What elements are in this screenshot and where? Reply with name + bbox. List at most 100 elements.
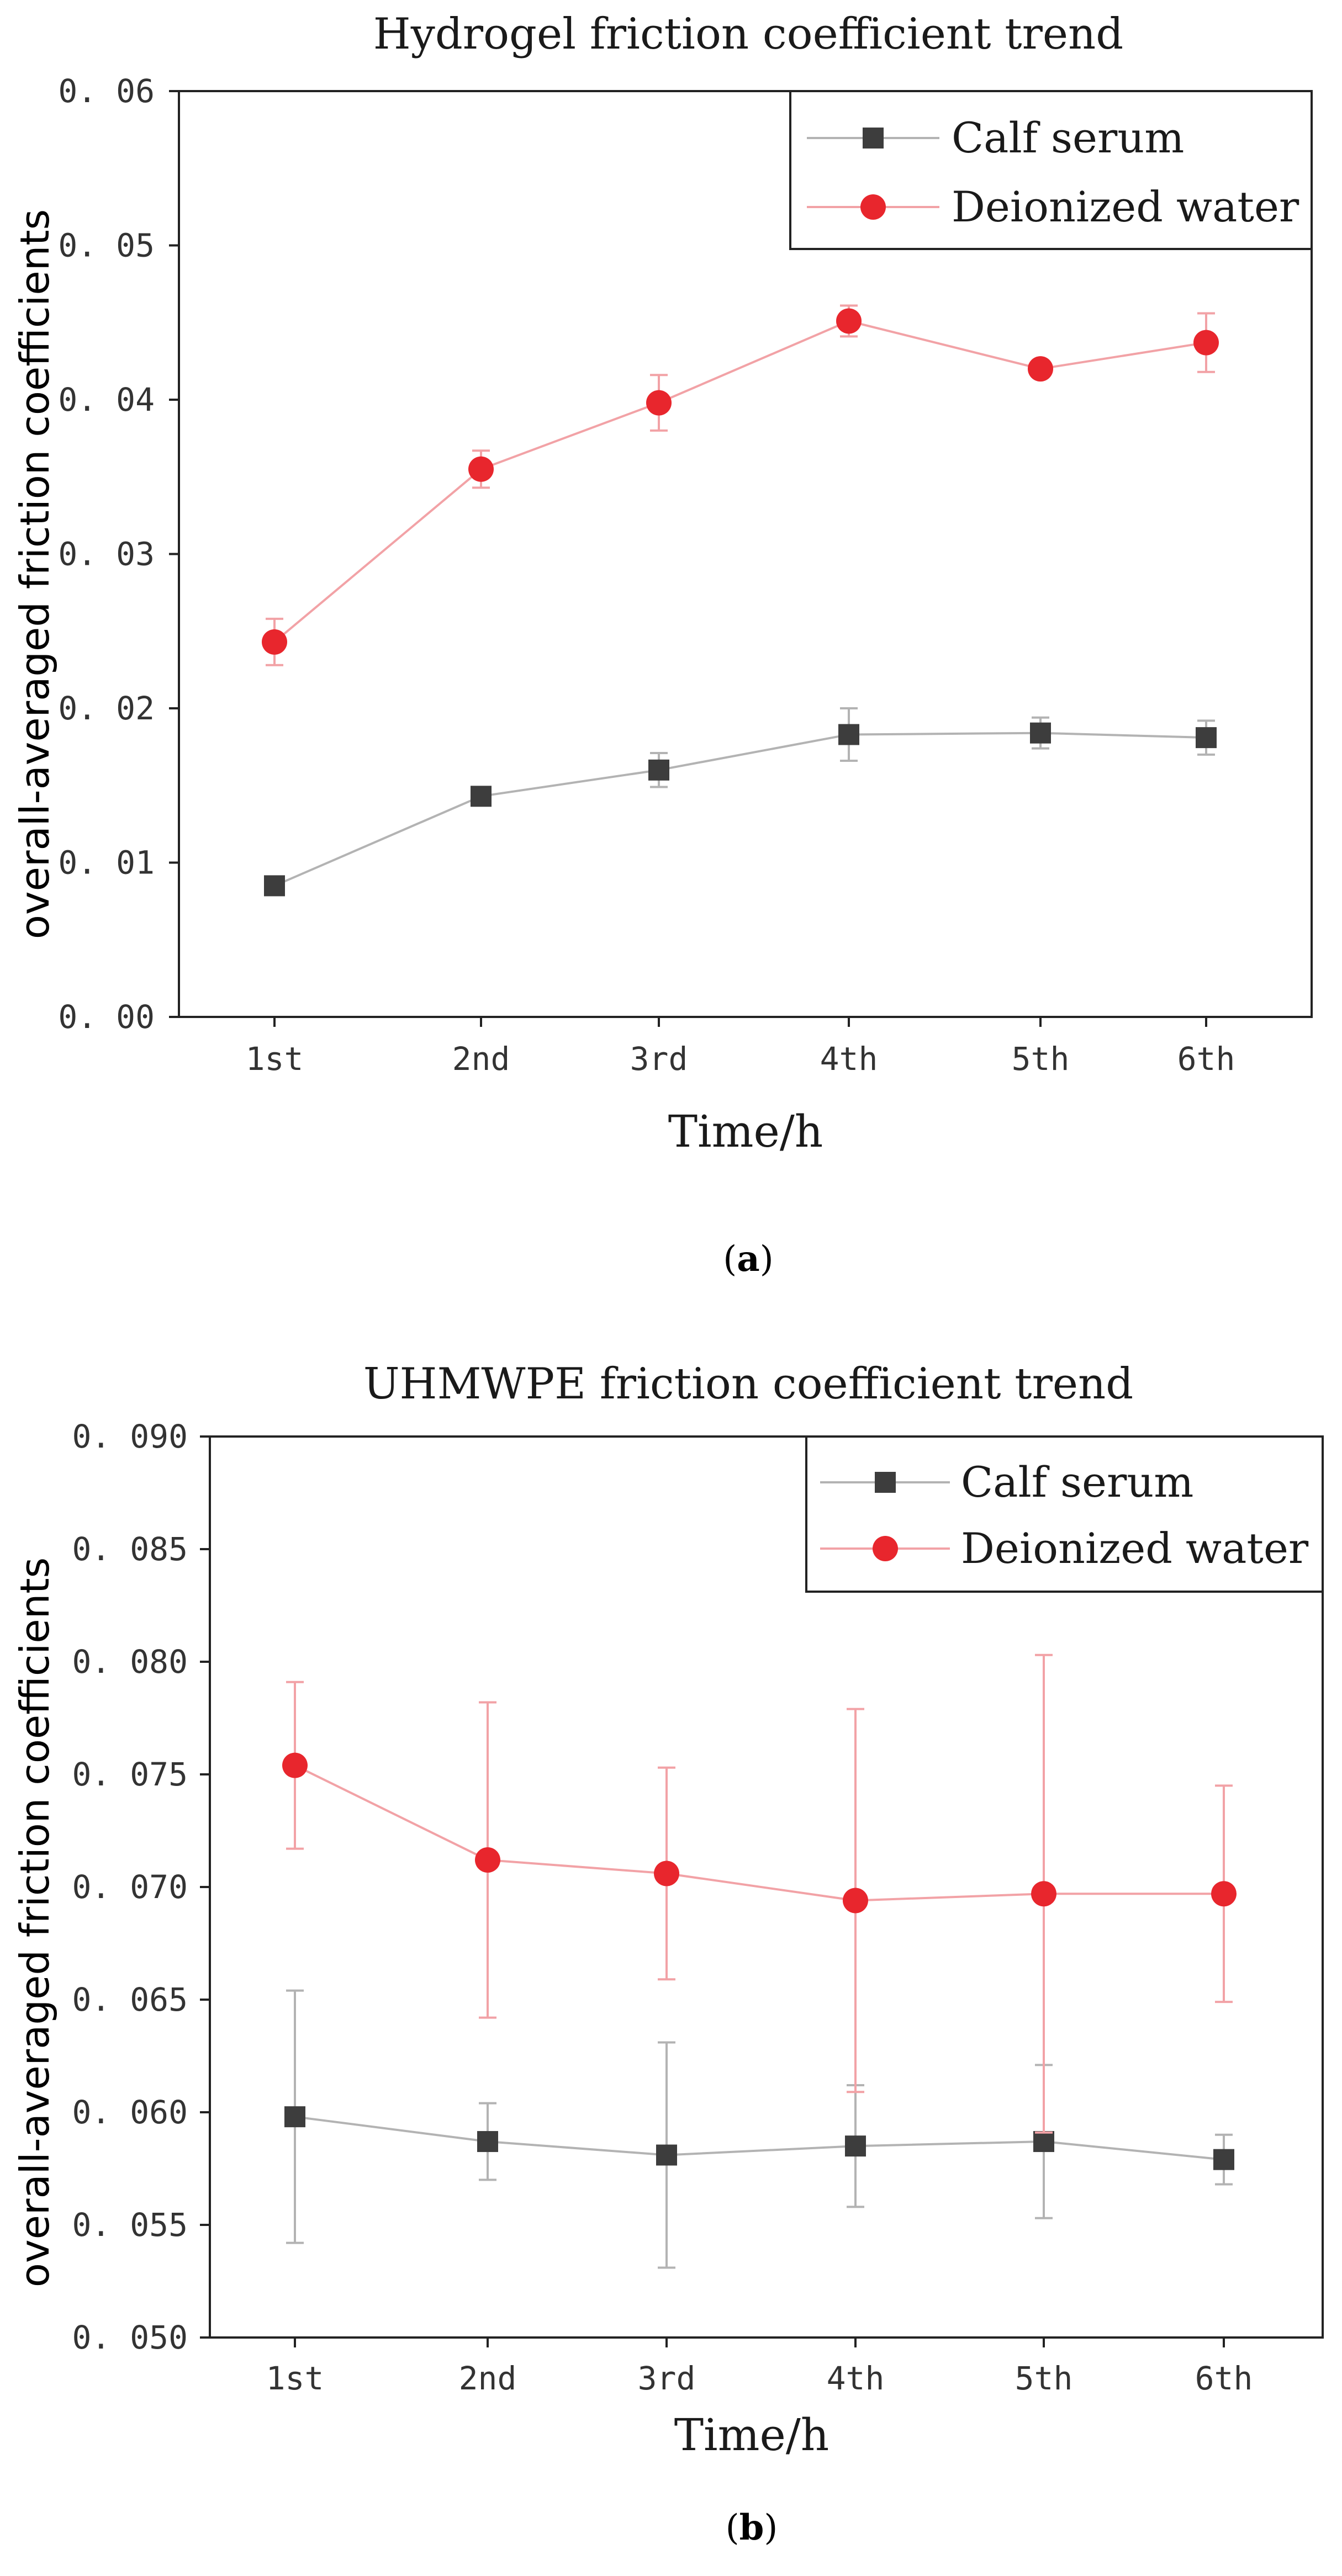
y-tick: 0. 04 — [58, 381, 179, 418]
y-tick-label: 0. 050 — [72, 2319, 188, 2356]
y-tick: 0. 03 — [58, 536, 179, 573]
legend-entry-deionized-water: Deionized water — [807, 182, 1299, 231]
chart-b-panel-label: (b) — [726, 2507, 778, 2548]
chart-b-legend: Calf serum Deionized water — [805, 1435, 1324, 1593]
y-tick-label: 0. 03 — [58, 536, 155, 573]
data-point — [284, 2106, 305, 2128]
data-point — [656, 2144, 677, 2166]
x-tick-label: 1st — [266, 2360, 324, 2397]
chart-a-legend: Calf serum Deionized water — [789, 90, 1313, 250]
chart-a-title: Hydrogel friction coefficient trend — [373, 9, 1123, 59]
legend-label: Calf serum — [961, 1457, 1193, 1507]
x-tick-label: 5th — [1015, 2360, 1073, 2397]
chart-a-panel-label: (a) — [723, 1238, 773, 1280]
x-tick-label: 2nd — [452, 1040, 510, 1078]
y-tick: 0. 085 — [72, 1530, 210, 1568]
y-tick-label: 0. 02 — [58, 690, 155, 727]
y-tick-label: 0. 04 — [58, 381, 155, 418]
x-tick-label: 4th — [827, 2360, 885, 2397]
y-tick: 0. 060 — [72, 2093, 210, 2131]
chart-a-y-ticks: 0. 00 0. 01 0. 02 0. 03 0. 04 0. 05 0. 0… — [58, 72, 179, 1036]
y-tick: 0. 080 — [72, 1643, 210, 1681]
y-tick: 0. 090 — [72, 1418, 210, 1455]
chart-a-x-axis-title: Time/h — [668, 1106, 823, 1157]
series-line — [294, 2116, 1224, 2161]
series-line — [294, 1764, 1224, 1902]
data-point — [646, 390, 672, 416]
legend-label: Calf serum — [952, 113, 1184, 162]
data-point — [475, 1847, 500, 1873]
data-point — [836, 308, 862, 334]
series-deionized-water — [282, 1653, 1237, 2134]
chart-b-x-ticks: 1st 2nd 3rd 4th 5th 6th — [266, 2338, 1253, 2397]
x-tick: 6th — [1177, 1017, 1235, 1078]
x-tick-label: 5th — [1012, 1040, 1070, 1078]
y-tick-label: 0. 090 — [72, 1418, 188, 1455]
y-tick-label: 0. 00 — [58, 998, 155, 1036]
square-marker-icon — [863, 128, 884, 149]
chart-a-series — [262, 304, 1219, 897]
y-tick-label: 0. 075 — [72, 1756, 188, 1793]
square-marker-icon — [875, 1472, 896, 1493]
data-point — [471, 786, 492, 807]
x-tick: 5th — [1012, 1017, 1070, 1078]
chart-b: UHMWPE friction coefficient trend overal… — [12, 1359, 1324, 2548]
y-tick: 0. 05 — [58, 227, 179, 264]
chart-a-y-axis-title: overall-averaged friction coefficients — [12, 209, 58, 939]
chart-b-y-ticks: 0. 050 0. 055 0. 060 0. 065 0. 070 0. 07… — [72, 1418, 210, 2356]
x-tick-label: 1st — [246, 1040, 304, 1078]
x-tick-label: 6th — [1177, 1040, 1235, 1078]
series-line — [273, 320, 1207, 643]
data-point — [1028, 356, 1053, 382]
y-tick-label: 0. 05 — [58, 227, 155, 264]
y-tick-label: 0. 080 — [72, 1643, 188, 1681]
legend-label: Deionized water — [952, 182, 1299, 231]
y-tick: 0. 00 — [58, 998, 179, 1036]
y-tick-label: 0. 055 — [72, 2206, 188, 2244]
series-calf-serum — [264, 707, 1217, 897]
y-tick: 0. 075 — [72, 1756, 210, 1793]
legend-entry-deionized-water: Deionized water — [820, 1524, 1309, 1573]
data-point — [843, 1888, 868, 1914]
data-point — [1033, 2131, 1054, 2153]
chart-a: Hydrogel friction coefficient trend over… — [12, 9, 1313, 1280]
series-deionized-water — [262, 304, 1219, 666]
circle-marker-icon — [873, 1536, 898, 1561]
data-point — [648, 759, 669, 781]
chart-b-y-axis-title: overall-averaged friction coefficients — [12, 1557, 58, 2287]
x-tick: 2nd — [452, 1017, 510, 1078]
data-point — [477, 2131, 498, 2153]
x-tick: 2nd — [459, 2338, 516, 2397]
data-point — [1211, 1881, 1237, 1907]
x-tick: 6th — [1195, 2338, 1253, 2397]
data-point — [262, 629, 287, 655]
circle-marker-icon — [860, 194, 886, 220]
x-tick-label: 6th — [1195, 2360, 1253, 2397]
data-point — [1213, 2149, 1234, 2170]
y-tick-label: 0. 060 — [72, 2093, 188, 2131]
data-point — [264, 875, 285, 897]
y-tick: 0. 065 — [72, 1981, 210, 2018]
y-tick: 0. 070 — [72, 1868, 210, 1906]
y-tick-label: 0. 01 — [58, 844, 155, 882]
x-tick-label: 3rd — [638, 2360, 696, 2397]
y-tick: 0. 055 — [72, 2206, 210, 2244]
data-point — [1030, 722, 1051, 744]
data-point — [1196, 727, 1217, 749]
x-tick: 3rd — [638, 2338, 696, 2397]
data-point — [654, 1861, 679, 1886]
legend-label: Deionized water — [961, 1524, 1309, 1573]
x-tick: 1st — [246, 1017, 304, 1078]
y-tick-label: 0. 085 — [72, 1530, 188, 1568]
data-point — [845, 2135, 866, 2157]
x-tick: 4th — [820, 1017, 878, 1078]
legend-box — [789, 90, 1313, 250]
data-point — [468, 456, 494, 482]
chart-b-series — [282, 1653, 1237, 2269]
x-tick: 5th — [1015, 2338, 1073, 2397]
series-calf-serum — [284, 1989, 1234, 2269]
y-tick: 0. 02 — [58, 690, 179, 727]
x-tick: 1st — [266, 2338, 324, 2397]
data-point — [1031, 1881, 1056, 1907]
